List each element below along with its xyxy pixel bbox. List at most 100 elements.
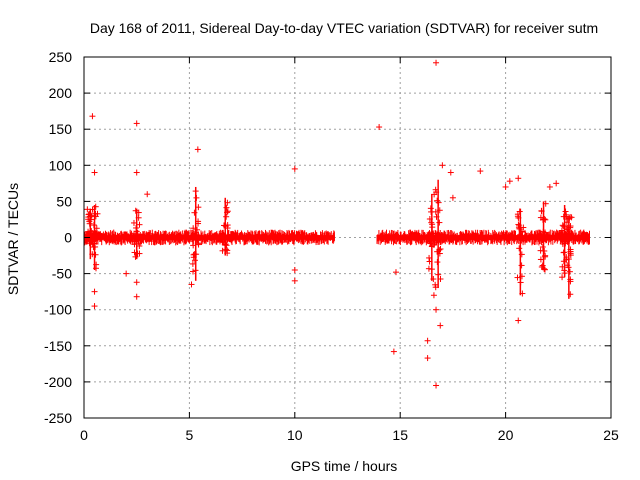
spike-marker	[91, 240, 98, 247]
outlier-marker	[430, 292, 437, 299]
spike-marker	[135, 209, 142, 216]
spike-marker	[514, 274, 521, 281]
spike-marker	[567, 213, 574, 220]
spike-marker	[428, 266, 435, 273]
y-tick-label: -100	[44, 302, 72, 318]
y-tick-label: 50	[56, 193, 72, 209]
spike-marker	[426, 258, 433, 265]
spike-marker	[436, 207, 443, 214]
spike-marker	[517, 279, 524, 286]
spike-marker	[437, 233, 444, 240]
spike-marker	[432, 281, 439, 288]
x-axis-label: GPS time / hours	[291, 458, 398, 474]
spike-marker	[429, 234, 436, 241]
spike-marker	[90, 244, 97, 251]
x-tick-label: 20	[498, 427, 514, 443]
outlier-marker	[291, 165, 298, 172]
spike-marker	[84, 206, 91, 213]
spike-marker	[541, 215, 548, 222]
outlier-marker	[133, 293, 140, 300]
y-tick-label: -50	[52, 266, 72, 282]
data-spikes	[84, 179, 575, 299]
spike-marker	[223, 246, 230, 253]
outlier-marker	[424, 355, 431, 362]
x-tick-label: 10	[287, 427, 303, 443]
spike-marker	[223, 213, 230, 220]
outlier-marker	[477, 168, 484, 175]
spike-marker	[560, 223, 567, 230]
spike-marker	[437, 245, 444, 252]
spike-marker	[428, 219, 435, 226]
spike-marker	[562, 208, 569, 215]
spike-marker	[131, 249, 138, 256]
spike-marker	[538, 207, 545, 214]
spike-marker	[92, 210, 99, 217]
spike-marker	[567, 278, 574, 285]
spike-marker	[224, 225, 231, 232]
spike-marker	[559, 274, 566, 281]
y-tick-label: 0	[64, 230, 72, 246]
outlier-markers	[89, 59, 560, 389]
outlier-marker	[433, 382, 440, 389]
spike-marker	[426, 229, 433, 236]
spike-marker	[516, 245, 523, 252]
spike-marker	[539, 237, 546, 244]
spike-marker	[559, 240, 566, 247]
spike-marker	[195, 218, 202, 225]
spike-marker	[565, 264, 572, 271]
spike-marker	[224, 236, 231, 243]
outlier-marker	[188, 281, 195, 288]
spike-marker	[190, 254, 197, 261]
spike-marker	[191, 251, 198, 258]
spike-marker	[429, 242, 436, 249]
spike-marker	[220, 230, 227, 237]
spike-marker	[436, 246, 443, 253]
spike-marker	[436, 250, 443, 257]
spike-marker	[437, 276, 444, 283]
spike-marker	[191, 209, 198, 216]
outlier-marker	[390, 348, 397, 355]
outlier-marker	[433, 59, 440, 66]
spike-marker	[224, 208, 231, 215]
spike-marker	[563, 225, 570, 232]
spike-marker	[538, 235, 545, 242]
spike-marker	[195, 240, 202, 247]
outlier-marker	[89, 113, 96, 120]
spike-marker	[190, 242, 197, 249]
spike-marker	[518, 251, 525, 258]
y-tick-label: -200	[44, 374, 72, 390]
spike-marker	[193, 194, 200, 201]
outlier-marker	[194, 146, 201, 153]
outlier-marker	[515, 317, 522, 324]
spike-marker	[559, 263, 566, 270]
spike-marker	[539, 243, 546, 250]
spike-marker	[537, 256, 544, 263]
spike-marker	[538, 230, 545, 237]
spike-marker	[567, 246, 574, 253]
outlier-marker	[424, 337, 431, 344]
spike-marker	[566, 268, 573, 275]
spike-marker	[194, 226, 201, 233]
spike-marker	[517, 234, 524, 241]
x-tick-labels: 0 5 10 15 20 25	[80, 427, 619, 443]
outlier-marker	[449, 194, 456, 201]
outlier-marker	[91, 288, 98, 295]
outlier-marker	[502, 183, 509, 190]
spike-marker	[136, 250, 143, 257]
outlier-marker	[392, 269, 399, 276]
spike-marker	[518, 273, 525, 280]
spike-marker	[433, 213, 440, 220]
y-tick-label: 100	[49, 157, 73, 173]
outlier-marker	[437, 322, 444, 329]
outlier-marker	[546, 183, 553, 190]
outlier-marker	[123, 270, 130, 277]
spike-marker	[561, 249, 568, 256]
spike-marker	[539, 262, 546, 269]
spike-marker	[561, 267, 568, 274]
spike-marker	[518, 233, 525, 240]
spike-marker	[429, 224, 436, 231]
outlier-marker	[433, 306, 440, 313]
spike-marker	[433, 189, 440, 196]
spike-marker	[92, 234, 99, 241]
